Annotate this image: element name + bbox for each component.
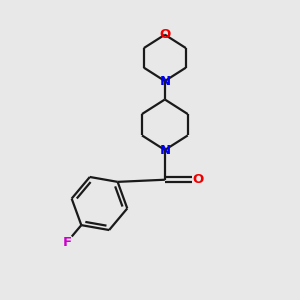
Text: O: O <box>193 173 204 186</box>
Text: F: F <box>62 236 72 249</box>
Text: O: O <box>159 28 170 41</box>
Text: N: N <box>159 143 170 157</box>
Text: N: N <box>159 74 170 88</box>
